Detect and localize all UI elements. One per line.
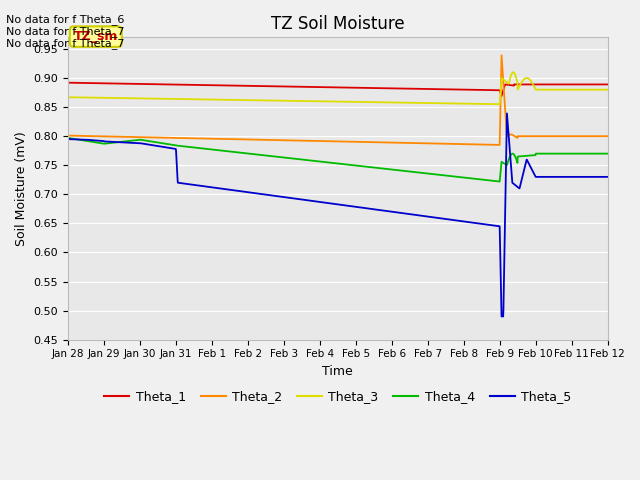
Y-axis label: Soil Moisture (mV): Soil Moisture (mV): [15, 131, 28, 246]
Legend: Theta_1, Theta_2, Theta_3, Theta_4, Theta_5: Theta_1, Theta_2, Theta_3, Theta_4, Thet…: [99, 385, 577, 408]
Text: No data for f Theta_7: No data for f Theta_7: [6, 25, 125, 36]
Title: TZ Soil Moisture: TZ Soil Moisture: [271, 15, 404, 33]
Text: TZ_sm: TZ_sm: [74, 30, 118, 43]
Text: No data for f Theta_7: No data for f Theta_7: [6, 37, 125, 48]
X-axis label: Time: Time: [323, 365, 353, 378]
Text: No data for f Theta_6: No data for f Theta_6: [6, 13, 125, 24]
